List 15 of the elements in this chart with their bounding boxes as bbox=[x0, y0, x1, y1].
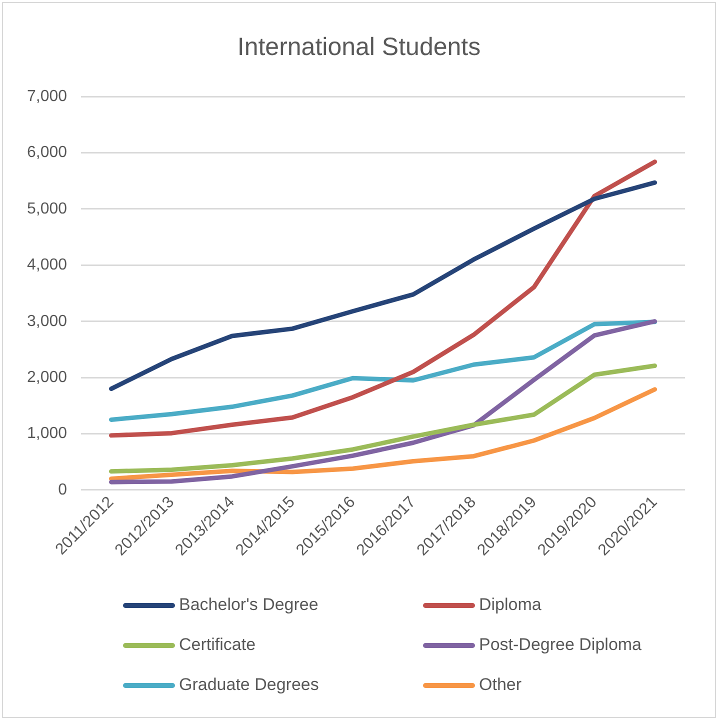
chart-title: International Students bbox=[236, 33, 482, 62]
legend-label: Other bbox=[479, 675, 522, 695]
legend-label: Certificate bbox=[179, 635, 256, 655]
y-tick-label: 3,000 bbox=[26, 312, 68, 330]
legend-label: Diploma bbox=[479, 595, 542, 615]
y-tick-label: 7,000 bbox=[26, 88, 68, 106]
y-tick-label: 1,000 bbox=[26, 425, 68, 442]
legend-label: Graduate Degrees bbox=[179, 675, 319, 695]
y-tick-label: 6,000 bbox=[26, 144, 68, 162]
y-tick-label: 0 bbox=[58, 481, 68, 498]
y-tick-label: 2,000 bbox=[26, 368, 68, 386]
legend-label: Bachelor's Degree bbox=[179, 595, 318, 615]
y-tick-label: 4,000 bbox=[26, 256, 68, 274]
legend-label: Post-Degree Diploma bbox=[479, 635, 642, 655]
y-tick-label: 5,000 bbox=[26, 200, 68, 218]
